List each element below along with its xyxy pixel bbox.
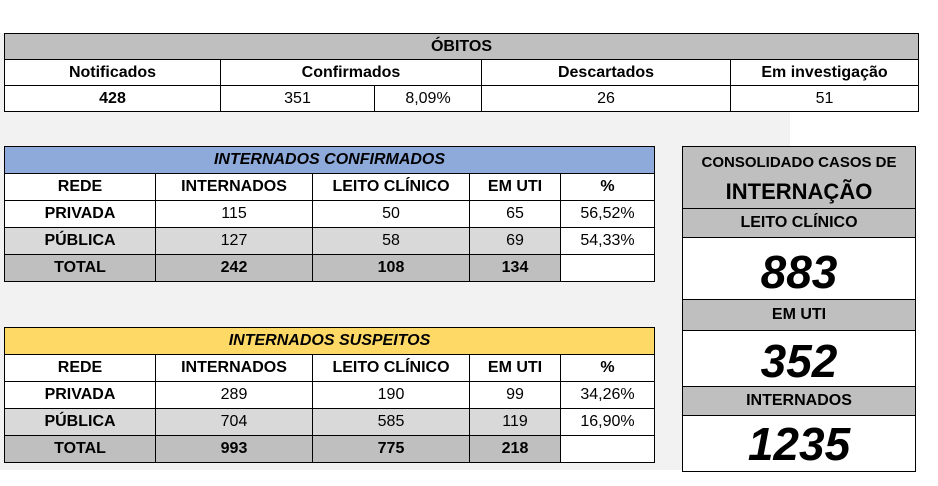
cell-leito-clinico: 58 (312, 227, 470, 255)
suspeitos-title: INTERNADOS SUSPEITOS (4, 327, 655, 355)
header-descartados: Descartados (481, 59, 731, 86)
cell-pct: 16,90% (560, 408, 655, 436)
cell-pct: 34,26% (560, 381, 655, 409)
cell-internados: 704 (155, 408, 313, 436)
total-pct (560, 254, 655, 282)
total-leito-clinico: 775 (312, 435, 470, 463)
total-row: TOTAL 993 775 218 (4, 435, 655, 463)
em-uti-label: EM UTI (683, 299, 915, 331)
cell-internados: 115 (155, 200, 313, 228)
value-confirmados-pct: 8,09% (374, 85, 482, 112)
table-row: PÚBLICA 127 58 69 54,33% (4, 227, 655, 255)
total-leito-clinico: 108 (312, 254, 470, 282)
col-header-em-uti: EM UTI (469, 354, 561, 382)
table-row: PRIVADA 289 190 99 34,26% (4, 381, 655, 409)
total-em-uti: 134 (469, 254, 561, 282)
col-header-rede: REDE (4, 354, 156, 382)
value-em-investigacao: 51 (730, 85, 919, 112)
consolidado-title-line2: INTERNAÇÃO (683, 178, 915, 208)
internados-confirmados-table: INTERNADOS CONFIRMADOS REDE INTERNADOS L… (4, 146, 655, 282)
total-internados: 993 (155, 435, 313, 463)
cell-leito-clinico: 50 (312, 200, 470, 228)
header-em-investigacao: Em investigação (730, 59, 919, 86)
table-row: PRIVADA 115 50 65 56,52% (4, 200, 655, 228)
col-header-em-uti: EM UTI (469, 173, 561, 201)
col-header-leito-clinico: LEITO CLÍNICO (312, 173, 470, 201)
row-label: PÚBLICA (4, 227, 156, 255)
obitos-table: ÓBITOS Notificados Confirmados Descartad… (4, 33, 919, 112)
cell-internados: 127 (155, 227, 313, 255)
table-row: PÚBLICA 704 585 119 16,90% (4, 408, 655, 436)
row-label: PRIVADA (4, 381, 156, 409)
row-label: PRIVADA (4, 200, 156, 228)
internados-value: 1235 (747, 418, 851, 470)
obitos-title: ÓBITOS (4, 33, 919, 60)
col-header-pct: % (560, 354, 655, 382)
cell-em-uti: 119 (469, 408, 561, 436)
header-notificados: Notificados (4, 59, 221, 86)
cell-pct: 56,52% (560, 200, 655, 228)
col-header-pct: % (560, 173, 655, 201)
total-internados: 242 (155, 254, 313, 282)
confirmados-title: INTERNADOS CONFIRMADOS (4, 146, 655, 174)
cell-pct: 54,33% (560, 227, 655, 255)
col-header-internados: INTERNADOS (155, 354, 313, 382)
em-uti-value: 352 (760, 335, 838, 387)
internados-label: INTERNADOS (683, 386, 915, 416)
row-label: PÚBLICA (4, 408, 156, 436)
col-header-internados: INTERNADOS (155, 173, 313, 201)
leito-clinico-value: 883 (760, 246, 838, 298)
cell-em-uti: 99 (469, 381, 561, 409)
header-confirmados: Confirmados (220, 59, 482, 86)
cell-leito-clinico: 190 (312, 381, 470, 409)
leito-clinico-label: LEITO CLÍNICO (683, 208, 915, 238)
consolidado-title-line1: CONSOLIDADO CASOS DE (683, 147, 915, 178)
col-header-leito-clinico: LEITO CLÍNICO (312, 354, 470, 382)
value-notificados: 428 (4, 85, 221, 112)
value-confirmados: 351 (220, 85, 375, 112)
col-header-rede: REDE (4, 173, 156, 201)
total-em-uti: 218 (469, 435, 561, 463)
total-label: TOTAL (4, 254, 156, 282)
consolidado-box: CONSOLIDADO CASOS DE INTERNAÇÃO LEITO CL… (682, 146, 916, 472)
total-pct (560, 435, 655, 463)
cell-leito-clinico: 585 (312, 408, 470, 436)
total-label: TOTAL (4, 435, 156, 463)
cell-internados: 289 (155, 381, 313, 409)
cell-em-uti: 69 (469, 227, 561, 255)
value-descartados: 26 (481, 85, 731, 112)
cell-em-uti: 65 (469, 200, 561, 228)
total-row: TOTAL 242 108 134 (4, 254, 655, 282)
internados-suspeitos-table: INTERNADOS SUSPEITOS REDE INTERNADOS LEI… (4, 327, 655, 463)
